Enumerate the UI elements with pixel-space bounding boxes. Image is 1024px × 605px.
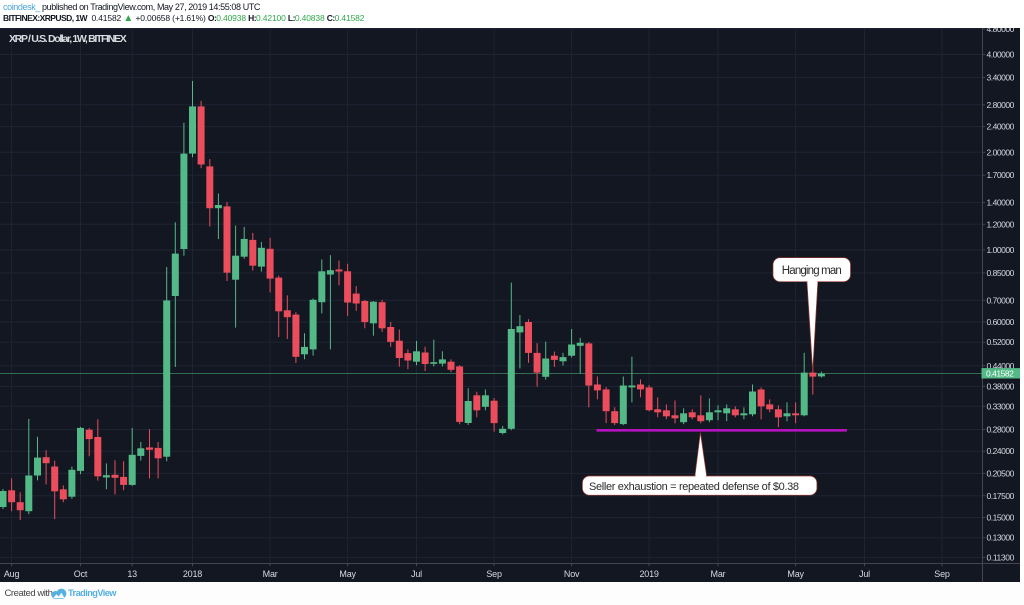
svg-text:2018: 2018 (183, 569, 202, 579)
svg-text:Mar: Mar (711, 569, 726, 579)
svg-text:Sep: Sep (486, 569, 502, 579)
svg-text:Oct: Oct (74, 569, 88, 579)
svg-text:Nov: Nov (564, 569, 580, 579)
svg-text:1.70000: 1.70000 (987, 170, 1015, 180)
svg-text:0.33000: 0.33000 (987, 401, 1015, 411)
svg-text:13: 13 (127, 569, 137, 579)
svg-text:Hanging man: Hanging man (782, 265, 842, 277)
svg-text:1.20000: 1.20000 (987, 219, 1015, 229)
svg-text:0.24000: 0.24000 (987, 446, 1015, 456)
svg-text:1.40000: 1.40000 (987, 198, 1015, 208)
svg-text:0.70000: 0.70000 (987, 295, 1015, 305)
svg-text:Sep: Sep (934, 569, 950, 579)
svg-text:0.60000: 0.60000 (987, 317, 1015, 327)
svg-text:0.28000: 0.28000 (987, 425, 1015, 435)
svg-text:Mar: Mar (263, 569, 278, 579)
svg-text:May: May (339, 569, 356, 579)
svg-text:Aug: Aug (4, 569, 20, 579)
svg-text:Jul: Jul (411, 569, 422, 579)
svg-text:Jul: Jul (859, 569, 870, 579)
svg-text:3.40000: 3.40000 (987, 72, 1015, 82)
svg-text:Seller exhaustion = repeated d: Seller exhaustion = repeated defense of … (589, 481, 799, 493)
svg-text:0.38000: 0.38000 (987, 381, 1015, 391)
svg-text:2.40000: 2.40000 (987, 122, 1015, 132)
svg-text:4.00000: 4.00000 (987, 50, 1015, 60)
svg-text:0.11300: 0.11300 (987, 552, 1015, 562)
svg-text:0.41582: 0.41582 (986, 369, 1014, 379)
svg-text:0.13000: 0.13000 (987, 533, 1015, 543)
svg-text:2019: 2019 (639, 569, 658, 579)
svg-text:0.20500: 0.20500 (987, 468, 1015, 478)
svg-text:0.85000: 0.85000 (987, 268, 1015, 278)
svg-text:XRP / U.S. Dollar, 1W, BITFINE: XRP / U.S. Dollar, 1W, BITFINEX (9, 33, 127, 45)
svg-text:2.80000: 2.80000 (987, 100, 1015, 110)
svg-text:1.00000: 1.00000 (987, 245, 1015, 255)
svg-text:4.80000: 4.80000 (987, 28, 1015, 34)
svg-text:May: May (787, 569, 804, 579)
svg-text:0.17500: 0.17500 (987, 491, 1015, 501)
svg-text:0.52000: 0.52000 (987, 337, 1015, 347)
svg-text:0.15000: 0.15000 (987, 513, 1015, 523)
svg-text:2.00000: 2.00000 (987, 147, 1015, 157)
svg-text:0.44000: 0.44000 (987, 361, 1015, 371)
